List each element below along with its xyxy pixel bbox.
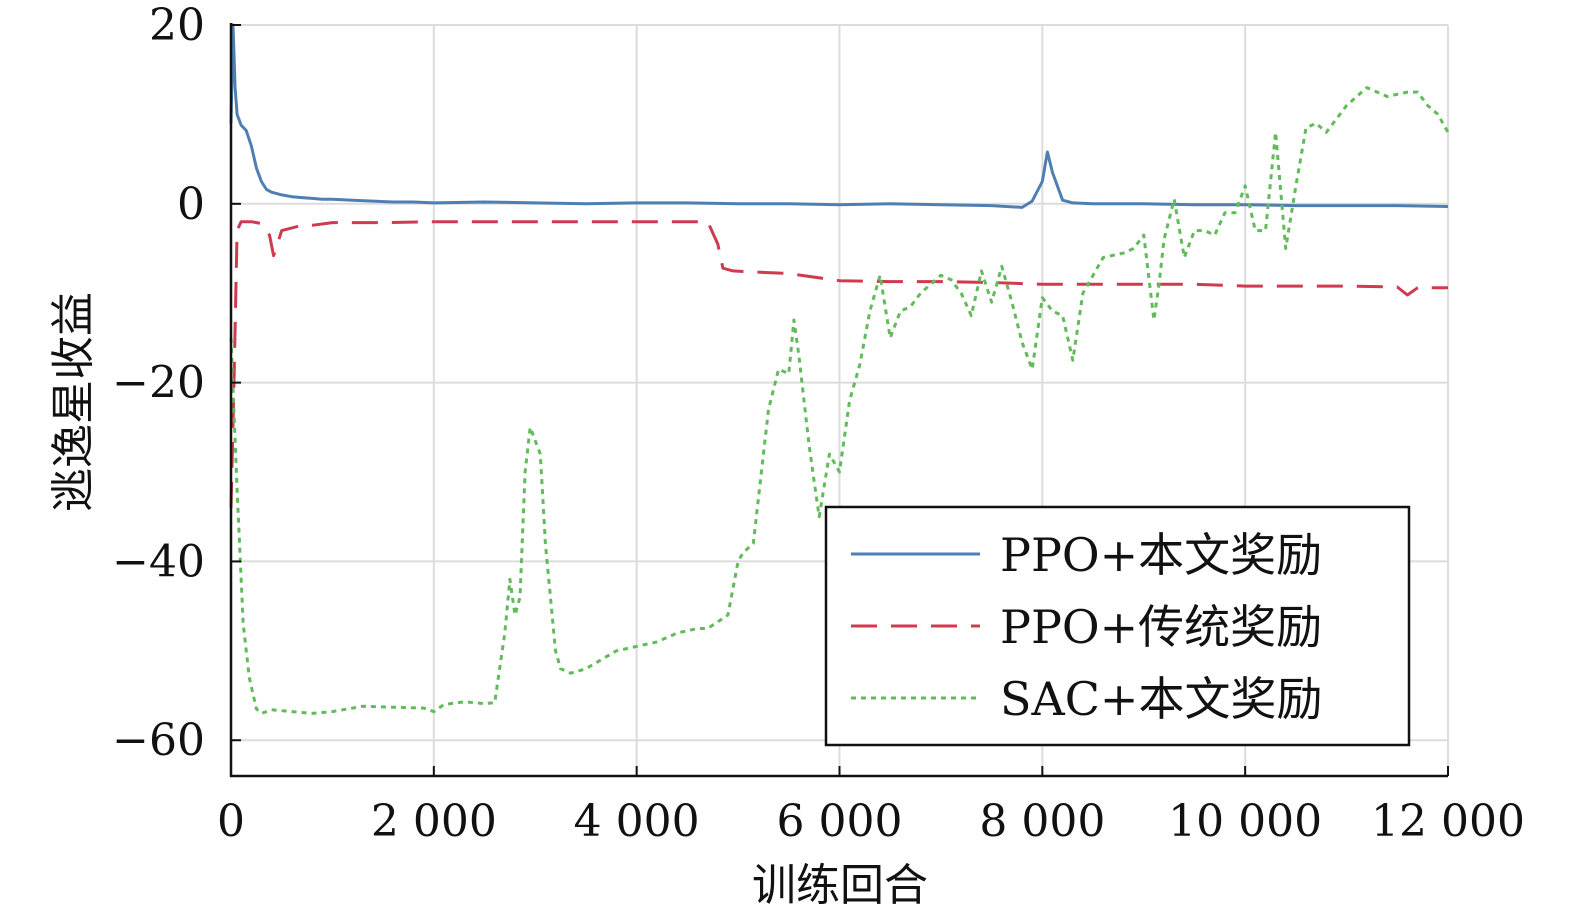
x-tick-label: 10 000 — [1168, 796, 1322, 847]
legend: PPO+本文奖励 PPO+传统奖励 SAC+本文奖励 — [824, 505, 1411, 747]
x-tick-label: 6 000 — [777, 796, 903, 847]
legend-entry-2: PPO+传统奖励 — [851, 600, 1322, 654]
legend-label-2: PPO+传统奖励 — [1000, 600, 1322, 654]
y-tick-label: −20 — [112, 358, 205, 409]
legend-box — [824, 505, 1411, 747]
x-axis-title: 训练回合 — [752, 860, 928, 911]
y-axis-title: 逃逸星收益 — [48, 292, 99, 512]
legend-label-1: PPO+本文奖励 — [1000, 528, 1322, 582]
y-tick-label: −40 — [112, 536, 205, 587]
series-line-2 — [229, 220, 1448, 508]
series-group — [229, 23, 1450, 715]
x-tick-label: 12 000 — [1371, 796, 1525, 847]
y-tick-label: −60 — [112, 715, 205, 766]
legend-entry-1: PPO+本文奖励 — [851, 528, 1322, 582]
legend-entry-3: SAC+本文奖励 — [851, 672, 1322, 726]
y-tick-label: 20 — [149, 0, 205, 51]
x-tick-label: 0 — [217, 796, 245, 847]
ticks: 0 2 000 4 000 6 000 8 000 10 000 12 000 −60 −40 −… — [112, 0, 1525, 847]
x-tick-label: 4 000 — [574, 796, 700, 847]
series-line-1 — [229, 23, 1449, 209]
x-tick-label: 8 000 — [979, 796, 1105, 847]
y-tick-label: 0 — [177, 179, 205, 230]
legend-label-3: SAC+本文奖励 — [1000, 672, 1322, 726]
x-tick-label: 2 000 — [371, 796, 497, 847]
series-line-3 — [229, 86, 1450, 715]
